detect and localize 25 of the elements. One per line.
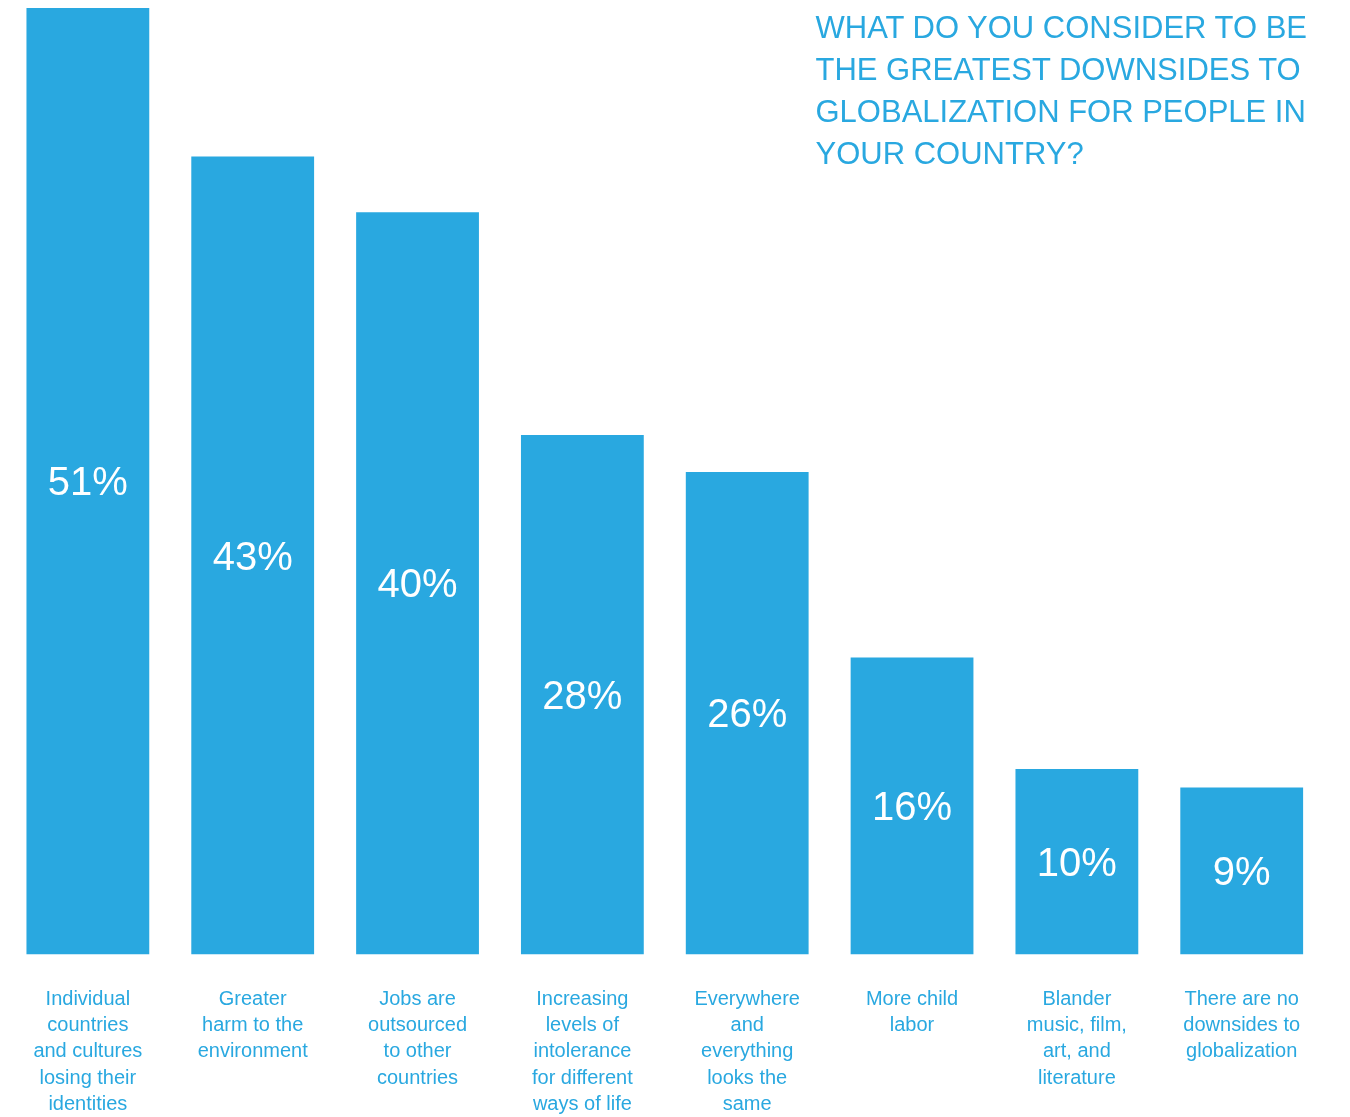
data-label: 28% bbox=[542, 672, 623, 717]
bar bbox=[685, 472, 809, 955]
data-label: 10% bbox=[1036, 839, 1117, 884]
x-tick-label: Everywhere and everything looks the same bbox=[694, 986, 801, 1115]
x-tick-label: There are no downsides to globalization bbox=[1183, 986, 1301, 1062]
data-label: 51% bbox=[47, 459, 128, 504]
bar bbox=[356, 212, 479, 955]
bar bbox=[520, 434, 644, 955]
data-label: 26% bbox=[707, 691, 788, 736]
bar bbox=[1015, 768, 1139, 955]
bar bbox=[850, 657, 974, 955]
bar bbox=[191, 156, 315, 955]
text: WHAT DO YOU CONSIDER TO BE THE GREATEST DOWNSIDES TO GLOBALIZATION FOR PEOPLE IN YOUR COUNTRY? bbox=[815, 9, 1307, 171]
data-label: 43% bbox=[212, 533, 293, 578]
x-tick-label: Jobs are outsourced to other countries bbox=[368, 986, 468, 1088]
bar bbox=[1180, 787, 1304, 955]
x-tick-label: Greater harm to the environment bbox=[197, 986, 309, 1062]
x-tick-label: Blander music, film, art, and literature bbox=[1026, 986, 1127, 1088]
data-label: 40% bbox=[377, 561, 458, 606]
data-label: 16% bbox=[872, 784, 953, 829]
bar bbox=[26, 8, 150, 955]
x-tick-label: More child labor bbox=[865, 986, 959, 1035]
x-tick-label: Individual countries and cultures losing their identities bbox=[33, 986, 143, 1115]
x-tick-label: Increasing levels of intolerance for different ways of life bbox=[531, 986, 634, 1115]
data-label: 9% bbox=[1212, 848, 1271, 893]
